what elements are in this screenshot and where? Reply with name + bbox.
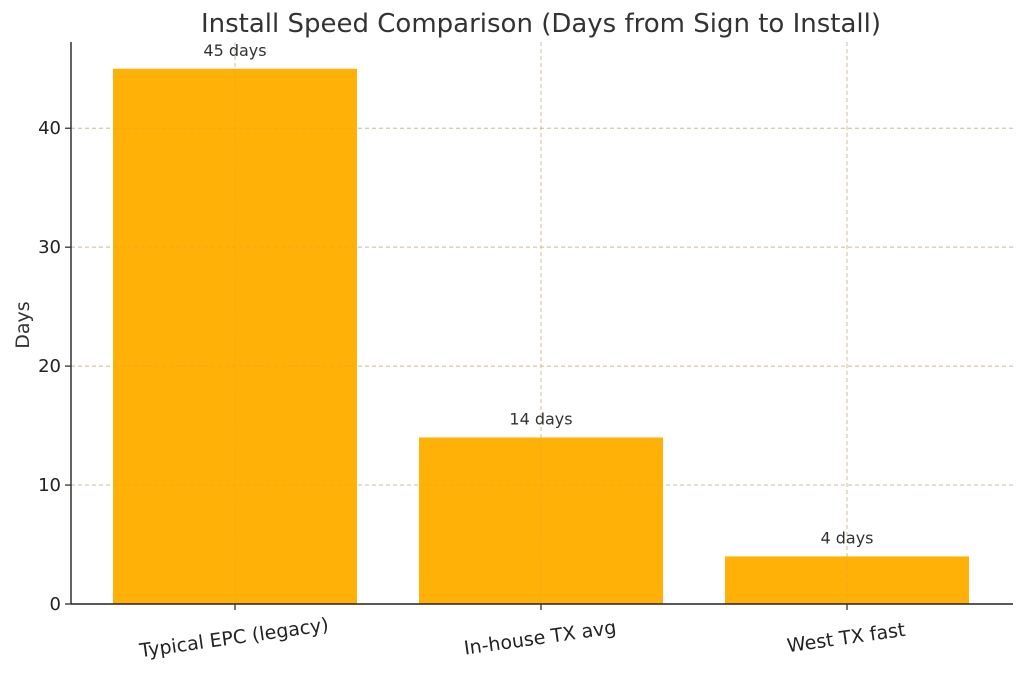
x-tick-label: West TX fast xyxy=(786,619,907,657)
y-tick-label: 20 xyxy=(38,356,61,377)
data-label: 45 days xyxy=(203,41,266,60)
labels-layer: 45 days 14 days 4 days xyxy=(203,41,873,548)
x-tick-label: In-house TX avg xyxy=(463,616,618,659)
y-tick-label: 30 xyxy=(38,237,61,258)
y-tick-label: 10 xyxy=(38,475,61,496)
axes-layer xyxy=(70,42,1013,605)
bar xyxy=(725,556,969,604)
y-tick-label: 0 xyxy=(50,594,61,615)
data-label: 14 days xyxy=(509,409,572,428)
y-tick-label: 40 xyxy=(38,118,61,139)
chart-title: Install Speed Comparison (Days from Sign… xyxy=(201,9,881,39)
x-tick-label: Typical EPC (legacy) xyxy=(137,614,330,662)
bar xyxy=(419,437,663,604)
bars-layer xyxy=(71,42,1013,604)
y-axis-label: Days xyxy=(12,301,34,348)
data-label: 4 days xyxy=(820,528,873,547)
bar xyxy=(113,68,357,604)
